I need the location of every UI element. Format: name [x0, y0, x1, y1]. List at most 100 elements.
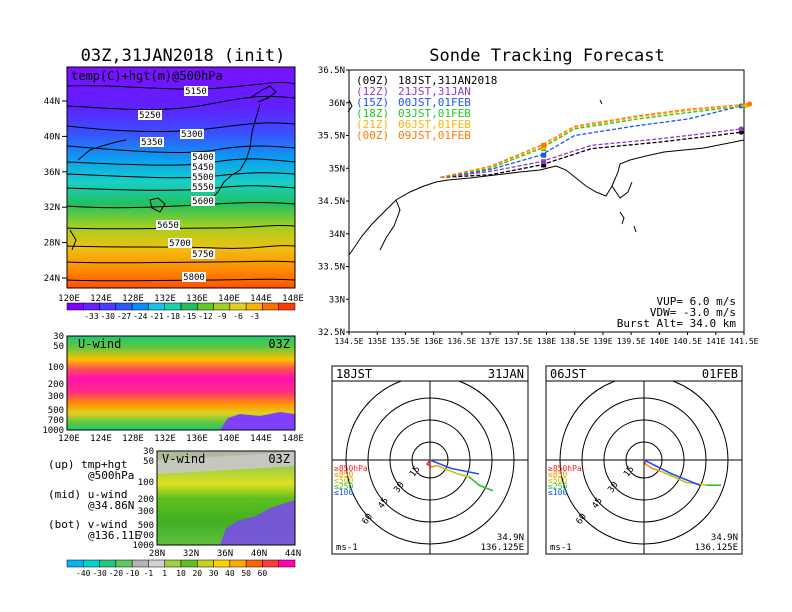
colorbar-tick: 50	[241, 569, 251, 578]
run-code: (21Z)	[356, 118, 389, 131]
y-tick-label: 24N	[44, 274, 60, 284]
contour-label-bg	[191, 196, 215, 206]
note-line: @136.11E	[88, 529, 141, 542]
x-tick-label: 132E	[154, 434, 176, 444]
note-line: @34.86N	[88, 499, 134, 512]
hodo-lon: 136.125E	[695, 543, 738, 553]
hodo-trace	[431, 464, 438, 468]
colorbar-swatch	[148, 302, 165, 311]
note-line: (mid) u-wind	[48, 488, 127, 501]
main-title: Sonde Tracking Forecast	[429, 46, 664, 66]
y-tick-label: 500	[48, 406, 64, 416]
run-code: (12Z)	[356, 85, 389, 98]
hodo-trace	[644, 463, 662, 472]
y-tick-label: 50	[143, 457, 154, 467]
hodo-ring	[411, 441, 449, 479]
x-tick-label: 148E	[282, 294, 304, 304]
contour-label-bg	[182, 272, 206, 282]
run-code: (09Z)	[356, 74, 389, 87]
contour-label: 5550	[192, 183, 214, 193]
colorbar-swatch	[278, 302, 296, 311]
run-code: (18Z)	[356, 107, 389, 120]
colorbar-tick: 10	[176, 569, 186, 578]
contour-label: 5150	[185, 87, 207, 97]
colorbar-swatch	[148, 559, 165, 568]
hodo-header	[545, 365, 743, 382]
colorbar-tick: -21	[149, 312, 164, 321]
colorbar-swatch	[213, 559, 231, 568]
u-wind-field	[67, 336, 295, 430]
x-tick-label: 148E	[282, 434, 304, 444]
colorbar-tick: -27	[117, 312, 132, 321]
v-wind-surface	[220, 500, 295, 545]
y-tick-label: 700	[48, 416, 64, 426]
colorbar-tick: -30	[100, 312, 115, 321]
y-tick-label: 1000	[42, 426, 64, 436]
y-tick-label: 700	[138, 531, 154, 541]
x-tick-label: 139E	[593, 337, 612, 346]
colorbar-swatch	[197, 302, 214, 311]
left-title: 03Z,31JAN2018 (init)	[81, 46, 286, 66]
x-tick-label: 136E	[186, 434, 208, 444]
x-tick-label: 144E	[250, 294, 272, 304]
colorbar-swatch	[115, 559, 133, 568]
x-tick-label: 124E	[90, 294, 112, 304]
run-label: 03JST,01FEB	[398, 107, 471, 120]
hodo-legend-item: ≤100	[334, 488, 353, 497]
y-tick-label: 35.5N	[318, 132, 345, 142]
contour-label: 5250	[139, 111, 161, 121]
colorbar-swatch	[180, 302, 198, 311]
x-tick-label: 137.5E	[504, 337, 533, 346]
hodo-trace	[429, 459, 480, 475]
hodo-trace	[436, 464, 470, 478]
hodo-trace	[643, 459, 701, 486]
x-tick-label: 138.5E	[560, 337, 589, 346]
x-tick-label: 136.5E	[447, 337, 476, 346]
panel-notes: (up) tmp+hgt@500hPa (mid) u-wind@34.86N (b…	[48, 458, 141, 542]
colorbar-tick: 30	[209, 569, 219, 578]
colorbar-swatch	[83, 302, 100, 311]
colorbar-swatch	[213, 302, 231, 311]
y-tick-label: 35N	[329, 164, 345, 174]
vdw-text: VDW= -3.0 m/s	[650, 306, 736, 319]
contour-label-bg	[140, 137, 164, 147]
v-wind-label: V-wind	[162, 452, 205, 466]
colorbar-swatch	[245, 559, 263, 568]
x-tick-label: 36N	[217, 549, 233, 559]
burst-text: Burst Alt= 34.0 km	[617, 317, 737, 330]
note-line: (bot) v-wind	[48, 518, 127, 531]
temp-map-x-ticks: 120E 124E 128E 132E 136E 140E 144E 148E	[58, 294, 304, 304]
track-line	[440, 131, 742, 179]
hodo-legend-item: ≥850hPa	[334, 464, 368, 473]
burst-marker	[541, 159, 547, 165]
colorbar-tick: -3	[249, 312, 259, 321]
note-line: (up) tmp+hgt	[48, 458, 127, 471]
colorbar-tick: -20	[109, 569, 124, 578]
wind-colorbar: -40 -30 -20 -10 -1 1 10 20 30 40 50 60	[66, 559, 296, 578]
run-label: 00JST,01FEB	[398, 96, 471, 109]
y-tick-label: 34N	[329, 230, 345, 240]
y-tick-label: 100	[48, 363, 64, 373]
y-tick-label: 50	[53, 342, 64, 352]
run-label: 09JST,01FEB	[398, 129, 471, 142]
hodo-ring	[367, 397, 493, 523]
x-tick-label: 141.5E	[730, 337, 759, 346]
hodo-legend-item: ≤500	[548, 476, 567, 485]
x-tick-label: 40N	[251, 549, 267, 559]
colorbar-swatch	[278, 559, 296, 568]
landing-marker	[747, 101, 753, 107]
contour-label-bg	[191, 162, 215, 172]
coastline	[69, 85, 277, 251]
x-tick-label: 140E	[218, 434, 240, 444]
hodo-legend-item: ≥850hPa	[548, 464, 582, 473]
contour-label-bg	[168, 238, 192, 248]
contour-label-bg	[191, 152, 215, 162]
track-lines	[440, 101, 753, 179]
x-tick-label: 128E	[122, 434, 144, 444]
y-tick-label: 34.5N	[318, 197, 345, 207]
colorbar-swatch	[83, 559, 100, 568]
contour-label-bg	[191, 172, 215, 182]
